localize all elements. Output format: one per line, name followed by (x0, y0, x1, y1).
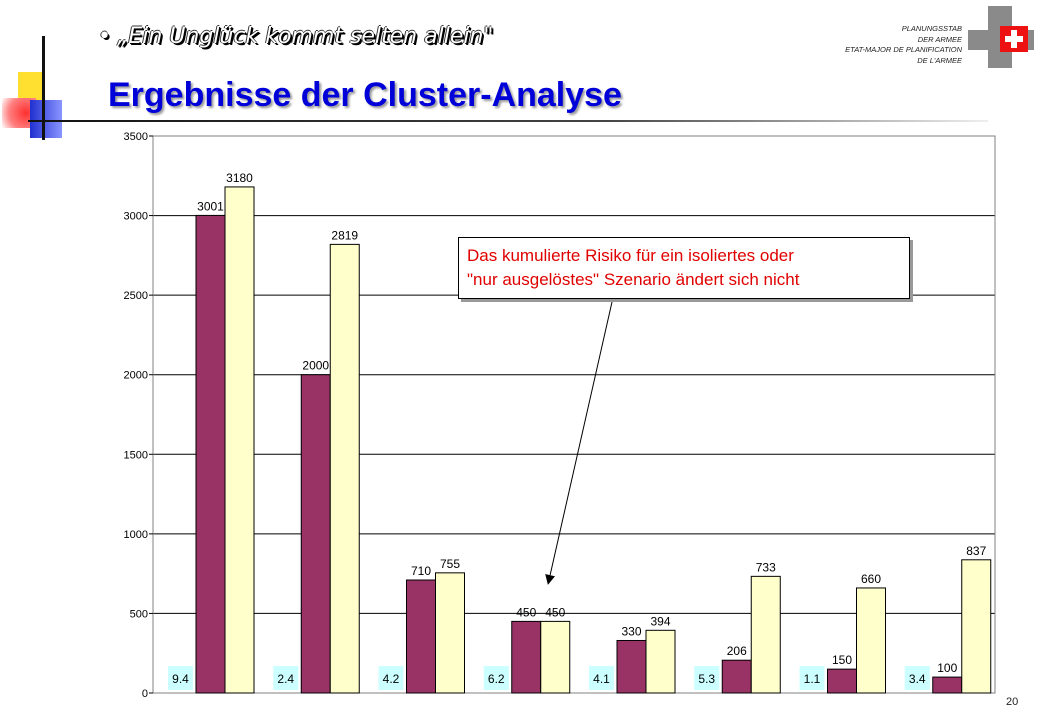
bar-series-1 (195, 214, 226, 694)
data-label: 100 (937, 661, 957, 675)
decor-yellow-square (18, 72, 44, 102)
bar-series-1 (300, 374, 331, 694)
data-label: 3001 (197, 199, 224, 213)
y-axis: 0 500 1000 1500 2000 2500 3000 3500 (124, 131, 153, 700)
decor-horizontal-line (28, 120, 988, 122)
y-tick-label: 1000 (124, 529, 148, 541)
organization-name: PLANUNGSSTAB DER ARMEE ETAT-MAJOR DE PLA… (845, 24, 962, 66)
org-line: DER ARMEE (917, 34, 962, 44)
org-line: ETAT-MAJOR DE PLANIFICATION (845, 45, 962, 54)
data-label: 755 (440, 557, 460, 571)
bar-series-2 (329, 243, 360, 694)
data-label: 450 (516, 605, 536, 619)
decor-vertical-line (42, 36, 45, 140)
bar-series-2 (961, 559, 992, 694)
subtitle-text: „Ein Unglück kommt selten allein" (116, 24, 494, 49)
bar-series-2 (540, 620, 571, 694)
gridlines (153, 215, 995, 614)
category-label-box (589, 666, 614, 690)
bar-series-1 (721, 659, 752, 694)
y-tick-label: 500 (130, 608, 148, 620)
y-tick-label: 3500 (124, 131, 148, 143)
data-label: 837 (966, 544, 986, 558)
category-label: 3.4 (909, 672, 926, 686)
callout-arrow (545, 301, 613, 585)
y-tick-label: 2500 (124, 290, 148, 302)
category-label-box (168, 666, 193, 690)
plot-area (152, 135, 996, 694)
swiss-cross-icon (968, 6, 1034, 68)
data-label: 150 (832, 653, 852, 667)
data-label: 330 (621, 624, 641, 638)
category-label: 1.1 (804, 672, 821, 686)
bar-series-2 (224, 186, 255, 694)
data-label: 2000 (302, 359, 329, 373)
data-label: 710 (411, 564, 431, 578)
category-label-box (799, 666, 825, 690)
bar-series-1 (616, 639, 647, 694)
slide-title: Ergebnisse der Cluster-Analyse (108, 76, 622, 114)
category-label: 5.3 (698, 672, 715, 686)
bar-series-2 (856, 587, 886, 694)
decor-blue-square (30, 100, 62, 138)
category-label-box (694, 666, 720, 690)
y-tick-label: 0 (142, 688, 148, 700)
bar-series-2 (750, 575, 781, 694)
category-label-box (904, 666, 930, 690)
org-line: DE L'ARMEE (917, 55, 962, 65)
org-line: PLANUNGSSTAB (901, 24, 962, 33)
category-label: 4.1 (593, 672, 610, 686)
category-label: 9.4 (172, 672, 189, 686)
data-label: 2819 (331, 228, 358, 242)
y-tick-label: 2000 (124, 370, 148, 382)
category-label-box (378, 666, 404, 690)
bar-series-1 (827, 668, 857, 694)
category-label-box (483, 666, 509, 690)
bar-series-1 (932, 676, 963, 694)
bar-series-2 (645, 629, 676, 694)
callout-box: Das kumulierte Risiko für ein isoliertes… (458, 237, 910, 299)
category-label: 2.4 (277, 672, 294, 686)
category-label: 4.2 (383, 672, 400, 686)
data-label: 733 (756, 560, 776, 574)
data-label: 660 (861, 572, 881, 586)
y-tick-label: 3000 (124, 211, 148, 223)
callout-line: "nur ausgelöstes" Szenario ändert sich n… (467, 270, 800, 289)
page-number: 20 (1006, 696, 1019, 708)
bar-series-1 (406, 579, 436, 694)
data-label: 206 (727, 644, 747, 658)
data-label: 450 (545, 605, 565, 619)
bullet-icon: • (98, 24, 111, 49)
data-label: 3180 (226, 171, 253, 185)
slide-subtitle: • „Ein Unglück kommt selten allein" (98, 24, 494, 49)
category-labels: 9.4 2.4 4.2 6.2 4.1 5.3 1.1 3.4 (168, 666, 930, 690)
bar-series-2 (435, 572, 465, 694)
data-label: 394 (650, 614, 670, 628)
category-label-box (273, 666, 299, 690)
y-tick-label: 1500 (124, 449, 148, 461)
bar-series-1 (511, 620, 542, 694)
category-label: 6.2 (488, 672, 505, 686)
callout-line: Das kumulierte Risiko für ein isoliertes… (467, 246, 794, 265)
